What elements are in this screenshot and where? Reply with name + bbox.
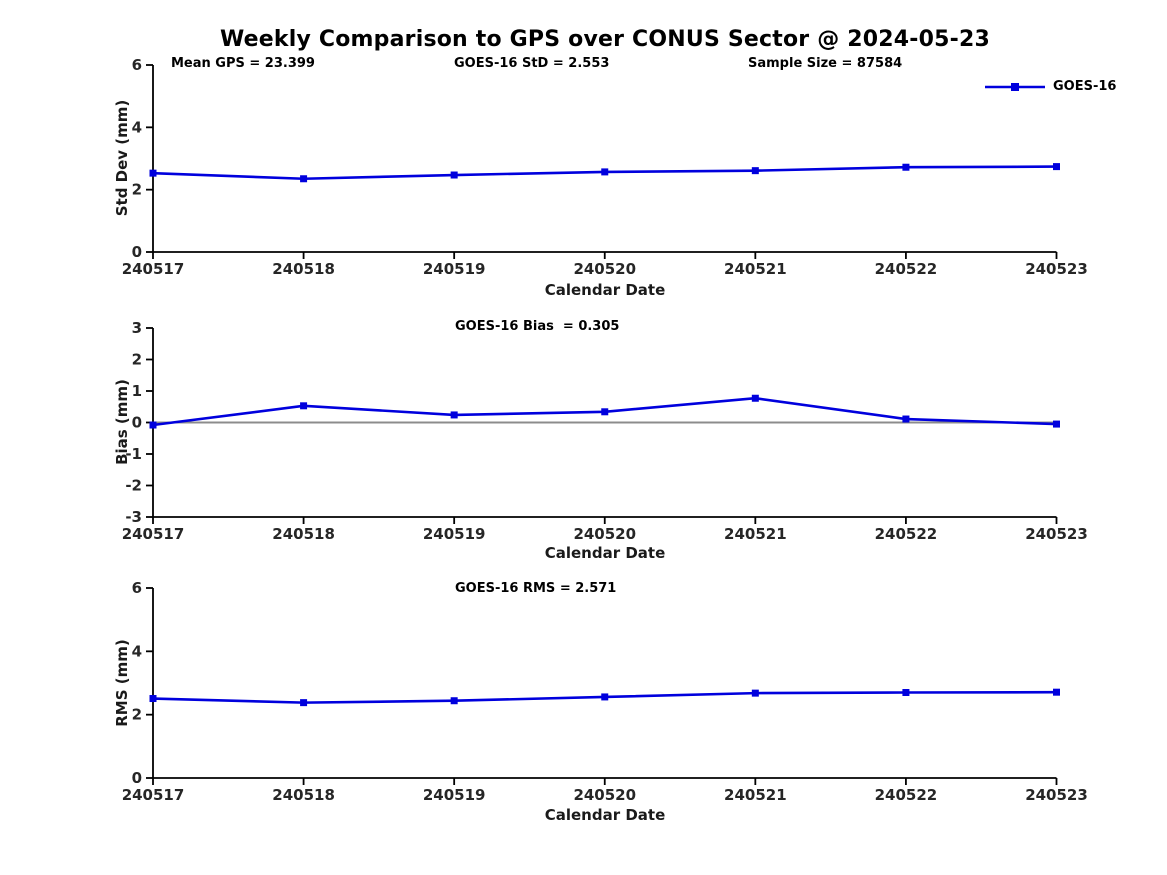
figure-title: Weekly Comparison to GPS over CONUS Sect…	[219, 27, 990, 52]
y-tick-label: 6	[132, 56, 142, 74]
y-tick-label: 2	[132, 351, 142, 369]
data-marker	[751, 394, 759, 402]
x-tick-label: 240523	[1025, 786, 1088, 804]
data-marker	[902, 415, 910, 423]
x-tick-label: 240522	[875, 786, 938, 804]
y-tick-label: 6	[132, 579, 142, 597]
y-axis-label-rms: RMS (mm)	[113, 639, 131, 727]
x-tick-label: 240523	[1025, 525, 1088, 543]
y-tick-label: 2	[132, 181, 142, 199]
data-marker	[300, 402, 308, 410]
x-tick-label: 240517	[122, 525, 185, 543]
x-axis-label-bottom: Calendar Date	[544, 806, 666, 824]
annotation-goes16-rms: GOES-16 RMS = 2.571	[455, 581, 617, 596]
axis-spine	[152, 588, 1057, 779]
data-marker	[601, 693, 609, 701]
x-tick-label: 240520	[573, 786, 636, 804]
data-marker	[601, 408, 609, 416]
y-tick-label: 1	[132, 382, 142, 400]
data-marker	[149, 421, 157, 429]
y-tick-label: 0	[132, 769, 142, 787]
legend: GOES-16	[984, 79, 1116, 94]
data-marker	[149, 695, 157, 703]
y-tick-label: 4	[132, 642, 142, 660]
x-tick-label: 240521	[724, 786, 787, 804]
data-marker	[300, 699, 308, 707]
data-marker	[601, 168, 609, 176]
y-tick-label: -2	[125, 477, 142, 495]
data-marker	[751, 167, 759, 175]
data-marker	[149, 169, 157, 177]
x-tick-label: 240519	[423, 260, 486, 278]
y-axis-label-stddev: Std Dev (mm)	[113, 99, 131, 217]
x-tick-label: 240519	[423, 525, 486, 543]
y-tick-label: 4	[132, 118, 142, 136]
y-tick-label: -1	[125, 445, 142, 463]
x-tick-label: 240522	[875, 525, 938, 543]
data-marker	[450, 171, 458, 179]
legend-line-sample	[985, 82, 1045, 91]
data-marker	[902, 689, 910, 696]
annotation-goes16-std: GOES-16 StD = 2.553	[454, 56, 610, 71]
data-marker	[450, 411, 458, 419]
data-marker	[1053, 688, 1060, 696]
y-axis-label-bias: Bias (mm)	[113, 379, 131, 465]
x-tick-label: 240518	[272, 786, 335, 804]
y-tick-label: 0	[132, 243, 142, 261]
y-tick-label: -3	[125, 508, 142, 526]
data-marker	[751, 689, 759, 697]
x-tick-label: 240518	[272, 260, 335, 278]
x-tick-label: 240520	[573, 260, 636, 278]
x-tick-label: 240518	[272, 525, 335, 543]
x-tick-label: 240517	[122, 260, 185, 278]
x-axis-label-middle: Calendar Date	[544, 544, 666, 562]
data-marker	[1053, 163, 1060, 171]
axis-spine	[152, 65, 1057, 253]
x-tick-label: 240517	[122, 786, 185, 804]
y-tick-label: 2	[132, 706, 142, 724]
x-tick-label: 240520	[573, 525, 636, 543]
x-tick-label: 240522	[875, 260, 938, 278]
x-tick-label: 240521	[724, 525, 787, 543]
annotation-sample-size: Sample Size = 87584	[748, 56, 903, 71]
y-tick-label: 0	[132, 414, 142, 432]
data-marker	[902, 163, 910, 171]
data-marker	[300, 175, 308, 183]
annotation-mean-gps: Mean GPS = 23.399	[171, 56, 315, 71]
legend-square-marker-icon	[1011, 82, 1019, 91]
x-tick-label: 240521	[724, 260, 787, 278]
data-marker	[450, 697, 458, 705]
legend-label: GOES-16	[1053, 79, 1117, 94]
data-marker	[1053, 420, 1060, 428]
x-axis-label-top: Calendar Date	[544, 281, 666, 299]
y-tick-label: 3	[132, 319, 142, 337]
x-tick-label: 240519	[423, 786, 486, 804]
x-tick-label: 240523	[1025, 260, 1088, 278]
annotation-goes16-bias: GOES-16 Bias = 0.305	[455, 319, 620, 334]
